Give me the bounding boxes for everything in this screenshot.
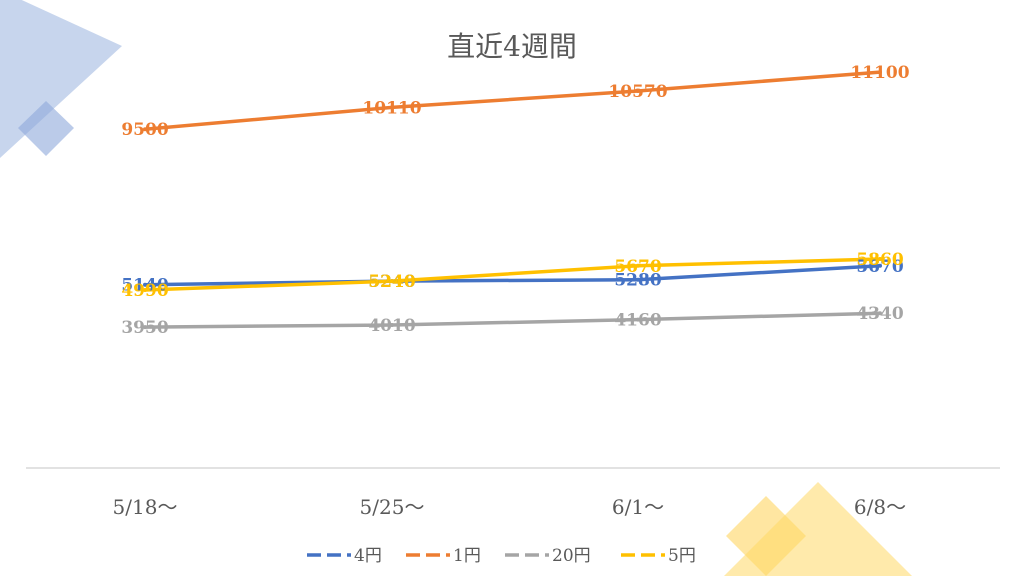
legend-label: 4円 <box>354 546 382 566</box>
legend-label: 5円 <box>668 546 696 566</box>
data-point <box>636 317 640 322</box>
data-point <box>143 127 147 132</box>
decorative-shapes <box>0 0 912 576</box>
data-point <box>390 323 394 327</box>
chart-title: 直近4週間 <box>447 30 577 63</box>
data-label: 4010 <box>368 316 415 336</box>
series-line-0 <box>143 264 882 287</box>
data-point <box>878 311 882 316</box>
data-point <box>636 89 640 93</box>
legend: 4円 1円 20円 5円 <box>307 546 696 566</box>
x-tick-label: 6/1～ <box>612 495 664 519</box>
x-tick-label: 6/8～ <box>854 495 906 519</box>
data-label: 5240 <box>368 272 415 292</box>
data-point <box>636 277 640 282</box>
data-label: 4160 <box>614 311 661 331</box>
data-point <box>143 325 147 330</box>
data-label: 5670 <box>856 257 903 277</box>
data-point <box>878 263 882 268</box>
data-label: 3950 <box>121 318 168 338</box>
data-point <box>390 105 394 110</box>
data-point <box>143 288 147 292</box>
x-tick-label: 5/25～ <box>360 495 425 519</box>
data-label: 5240 <box>368 272 415 292</box>
data-label: 11100 <box>850 63 909 83</box>
legend-label: 20円 <box>552 546 591 566</box>
data-label: 10110 <box>362 98 421 118</box>
data-label: 9500 <box>121 120 168 140</box>
decor-diamond-blue-small <box>18 101 74 156</box>
data-label: 5140 <box>121 276 168 296</box>
series-layer <box>143 70 882 330</box>
x-axis-ticks: 5/18～ 5/25～ 6/1～ 6/8～ <box>113 495 907 519</box>
data-label: 5280 <box>614 271 661 291</box>
series-line-1 <box>143 70 882 131</box>
data-label: 4990 <box>121 281 168 301</box>
data-point <box>878 257 882 261</box>
legend-label: 1円 <box>453 546 481 566</box>
data-label: 5670 <box>614 257 661 277</box>
x-tick-label: 5/18～ <box>113 495 178 519</box>
data-point <box>878 70 882 75</box>
data-point <box>636 263 640 268</box>
series-line-3 <box>143 257 882 292</box>
data-label: 5860 <box>856 250 903 270</box>
decor-diamond-yellow-large <box>724 482 912 576</box>
series-line-2 <box>143 311 882 329</box>
data-label: 10570 <box>608 82 667 102</box>
data-point <box>143 282 147 287</box>
data-label: 4340 <box>856 304 903 324</box>
data-point <box>390 279 394 284</box>
